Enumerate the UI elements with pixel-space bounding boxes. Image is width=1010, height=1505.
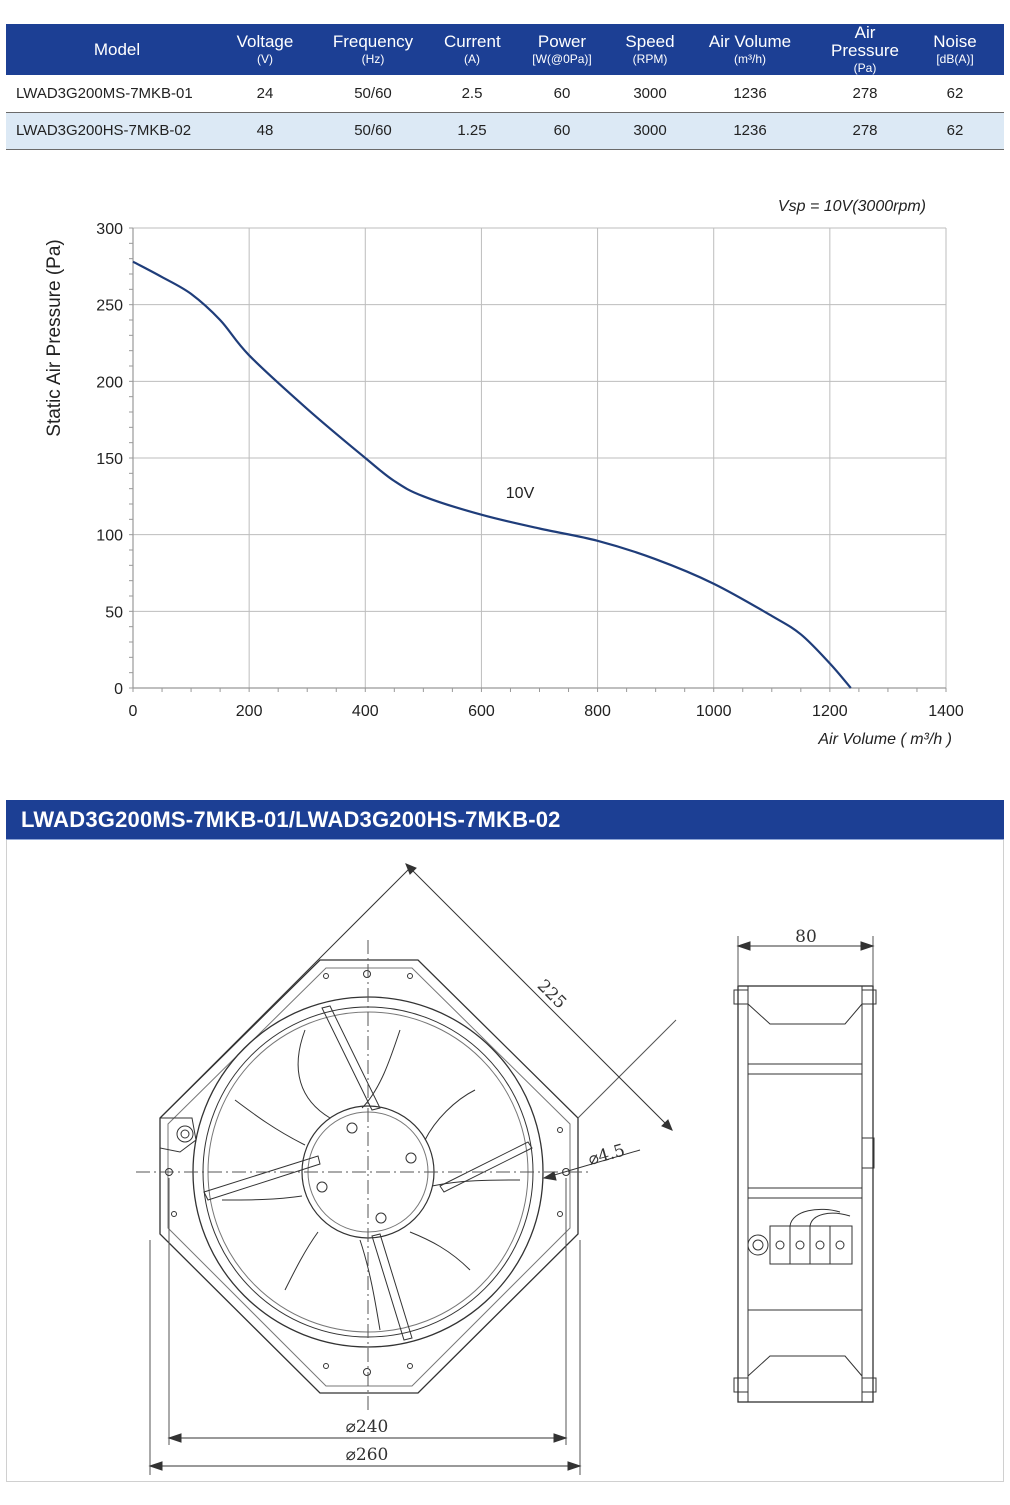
header-air-pressure: Air Pressure (Pa) xyxy=(824,24,906,75)
header-frequency: Frequency (Hz) xyxy=(302,24,444,75)
dimension-80 xyxy=(736,936,875,986)
x-tick-label: 1200 xyxy=(812,703,848,720)
fan-side-view xyxy=(733,985,877,1403)
dimension-225 xyxy=(159,863,677,1131)
y-tick-label: 250 xyxy=(96,298,123,315)
cell-power: 60 xyxy=(500,75,624,113)
cell-model: LWAD3G200HS-7MKB-02 xyxy=(6,112,228,150)
label-240: ⌀240 xyxy=(346,1417,389,1437)
header-speed: Speed (RPM) xyxy=(624,24,676,75)
x-tick-label: 400 xyxy=(352,703,379,720)
x-tick-label: 1400 xyxy=(928,703,964,720)
cell-noise: 62 xyxy=(906,75,1004,113)
dimension-hole xyxy=(542,1149,641,1181)
cell-speed: 3000 xyxy=(624,75,676,113)
header-model: Model xyxy=(6,24,228,75)
y-tick-label: 0 xyxy=(114,681,123,698)
cell-air-pressure: 278 xyxy=(824,112,906,150)
series-label-10v: 10V xyxy=(506,485,535,502)
cell-current: 1.25 xyxy=(444,112,500,150)
y-tick-label: 150 xyxy=(96,451,123,468)
series-line-10v xyxy=(132,260,852,689)
cell-frequency: 50/60 xyxy=(302,112,444,150)
cell-voltage: 48 xyxy=(228,112,302,150)
cell-current: 2.5 xyxy=(444,75,500,113)
y-tick-label: 50 xyxy=(105,604,123,621)
chart-y-axis-label: Static Air Pressure (Pa) xyxy=(44,239,65,436)
cell-voltage: 24 xyxy=(228,75,302,113)
chart-minor-ticks xyxy=(129,227,947,692)
label-225: 225 xyxy=(533,976,570,1013)
chart-grid xyxy=(132,227,947,689)
fan-front-view xyxy=(136,940,590,1410)
drawing-frame xyxy=(6,840,1004,1482)
table-row: LWAD3G200HS-7MKB-02 48 50/60 1.25 60 300… xyxy=(6,112,1004,150)
header-current: Current (A) xyxy=(444,24,501,75)
header-noise: Noise [dB(A)] xyxy=(906,24,1004,75)
cell-model: LWAD3G200MS-7MKB-01 xyxy=(6,75,228,113)
x-tick-label: 800 xyxy=(584,703,611,720)
y-tick-label: 200 xyxy=(96,374,123,391)
y-tick-label: 100 xyxy=(96,528,123,545)
cell-noise: 62 xyxy=(906,112,1004,150)
label-hole: ⌀4.5 xyxy=(586,1140,627,1170)
label-80: 80 xyxy=(795,927,817,947)
performance-chart: 0 200 400 600 800 1000 1200 1400 0 50 100 150 200 25… xyxy=(44,198,964,748)
header-air-volume: Air Volume (m³/h) xyxy=(676,24,824,75)
spec-table: Model Voltage (V) Frequency (Hz) Current (A… xyxy=(6,24,1004,150)
drawing-title: LWAD3G200MS-7MKB-01/LWAD3G200HS-7MKB-02 xyxy=(21,807,561,832)
x-tick-label: 0 xyxy=(129,703,138,720)
x-tick-label: 200 xyxy=(236,703,263,720)
chart-y-tick-labels: 0 50 100 150 200 250 300 xyxy=(96,221,123,698)
fan-dimension-drawing: 225 ⌀4.5 ⌀240 ⌀260 80 xyxy=(136,863,877,1475)
cell-speed: 3000 xyxy=(624,112,676,150)
dimension-diameters xyxy=(148,1178,582,1475)
spec-header-row: Model Voltage (V) Frequency (Hz) Current (A… xyxy=(6,24,1004,75)
cell-air-pressure: 278 xyxy=(824,75,906,113)
chart-vsp-annotation: Vsp = 10V(3000rpm) xyxy=(778,198,926,215)
x-tick-label: 600 xyxy=(468,703,495,720)
y-tick-label: 300 xyxy=(96,221,123,238)
cell-frequency: 50/60 xyxy=(302,75,444,113)
label-260: ⌀260 xyxy=(346,1445,389,1465)
x-tick-label: 1000 xyxy=(696,703,732,720)
chart-x-axis-label: Air Volume ( m³/h ) xyxy=(817,731,952,748)
cell-air-volume: 1236 xyxy=(676,75,824,113)
header-voltage: Voltage (V) xyxy=(228,24,302,75)
header-power: Power [W(@0Pa)] xyxy=(500,24,624,75)
drawing-section-header: LWAD3G200MS-7MKB-01/LWAD3G200HS-7MKB-02 xyxy=(6,800,1004,840)
cell-power: 60 xyxy=(500,112,624,150)
table-row: LWAD3G200MS-7MKB-01 24 50/60 2.5 60 3000… xyxy=(6,75,1004,113)
chart-x-tick-labels: 0 200 400 600 800 1000 1200 1400 xyxy=(129,703,964,720)
cell-air-volume: 1236 xyxy=(676,112,824,150)
